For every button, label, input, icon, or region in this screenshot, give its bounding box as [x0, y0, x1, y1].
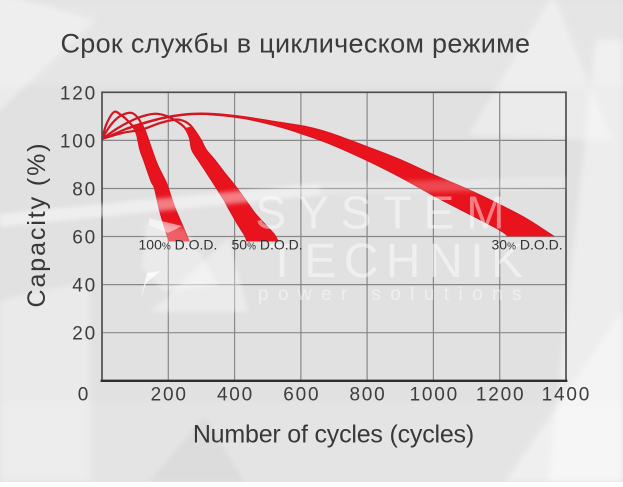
- svg-text:Срок службы в циклическом режи: Срок службы в циклическом режиме: [61, 29, 531, 59]
- svg-text:200: 200: [151, 384, 188, 405]
- svg-text:100: 100: [60, 131, 97, 152]
- svg-text:600: 600: [283, 384, 320, 405]
- svg-text:40: 40: [72, 276, 97, 297]
- svg-text:1200: 1200: [476, 384, 525, 405]
- svg-text:120: 120: [60, 83, 97, 104]
- svg-text:400: 400: [217, 384, 254, 405]
- svg-text:800: 800: [349, 384, 386, 405]
- svg-text:60: 60: [72, 228, 97, 249]
- svg-text:1000: 1000: [410, 384, 459, 405]
- svg-text:20: 20: [72, 324, 97, 345]
- svg-text:1400: 1400: [542, 384, 591, 405]
- svg-text:Capacity (%): Capacity (%): [23, 142, 51, 308]
- svg-text:power solutions: power solutions: [258, 284, 531, 305]
- svg-text:SYSTEM: SYSTEM: [255, 187, 516, 239]
- svg-text:Number of cycles (cycles): Number of cycles (cycles): [193, 420, 474, 448]
- svg-text:TECHNIK: TECHNIK: [267, 235, 530, 288]
- svg-text:30% D.O.D.: 30% D.O.D.: [492, 237, 563, 253]
- svg-text:80: 80: [72, 180, 97, 201]
- svg-text:50% D.O.D.: 50% D.O.D.: [232, 237, 303, 253]
- svg-text:100% D.O.D.: 100% D.O.D.: [139, 237, 218, 253]
- svg-text:0: 0: [78, 384, 90, 405]
